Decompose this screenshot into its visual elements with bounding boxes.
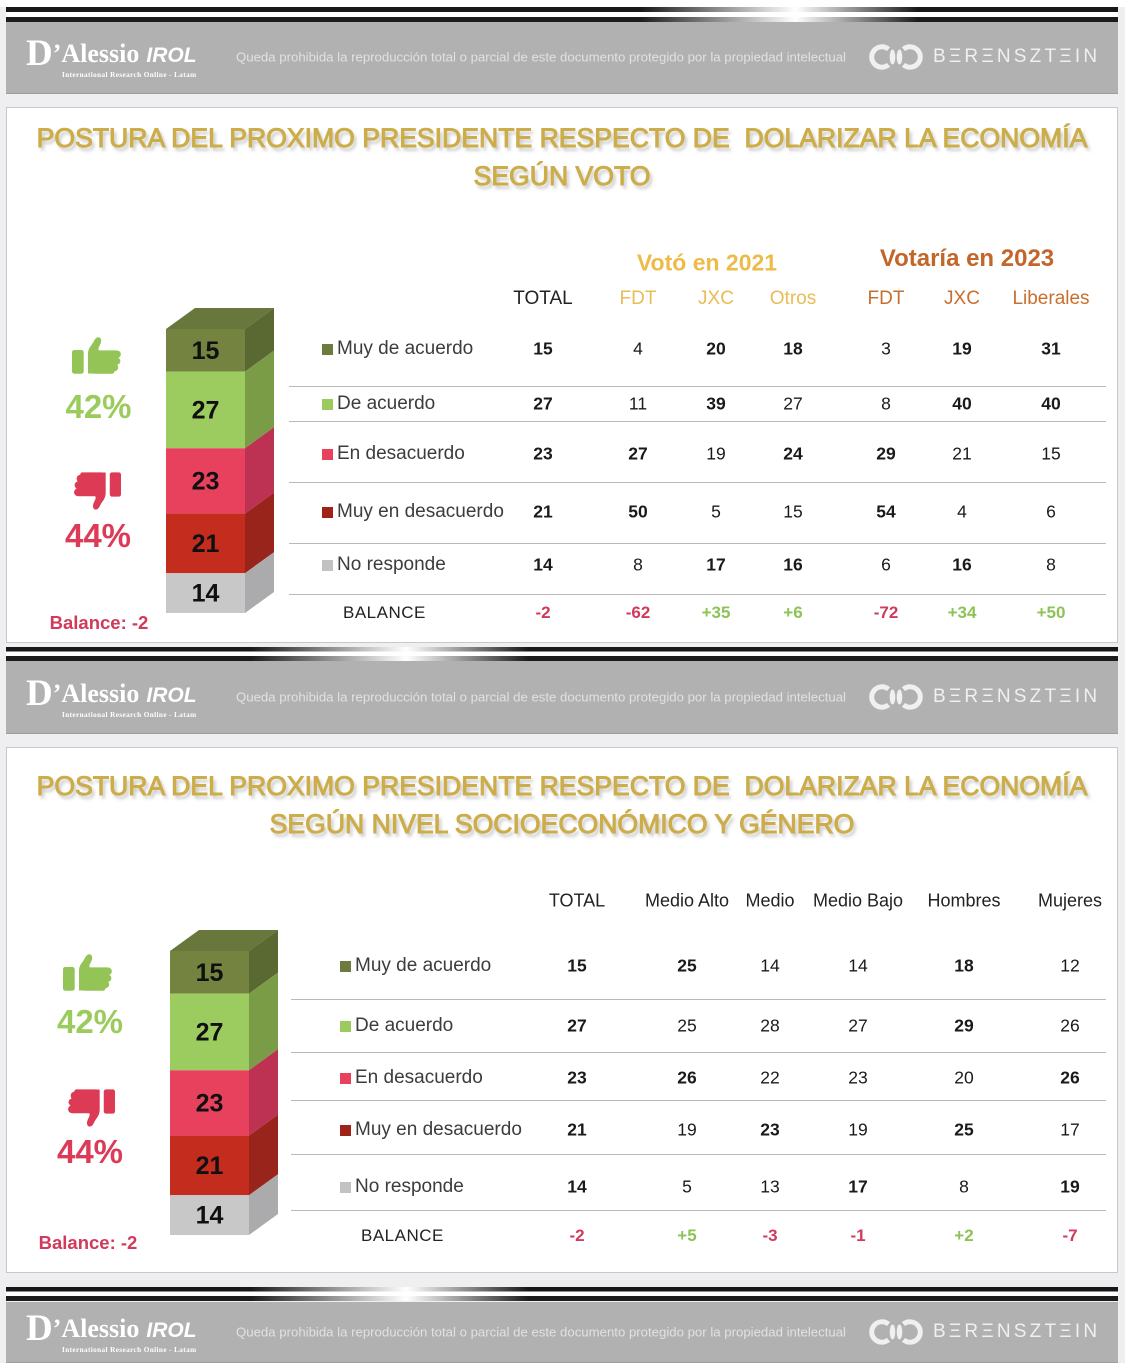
svg-text:14: 14 (192, 580, 220, 608)
svg-text:15: 15 (192, 337, 220, 365)
svg-text:21: 21 (192, 530, 220, 558)
svg-text:23: 23 (192, 467, 220, 495)
svg-text:21: 21 (196, 1152, 224, 1180)
svg-text:27: 27 (196, 1018, 224, 1046)
svg-text:27: 27 (192, 396, 220, 424)
svg-text:15: 15 (196, 959, 224, 987)
svg-text:23: 23 (196, 1089, 224, 1117)
svg-text:14: 14 (196, 1202, 224, 1230)
